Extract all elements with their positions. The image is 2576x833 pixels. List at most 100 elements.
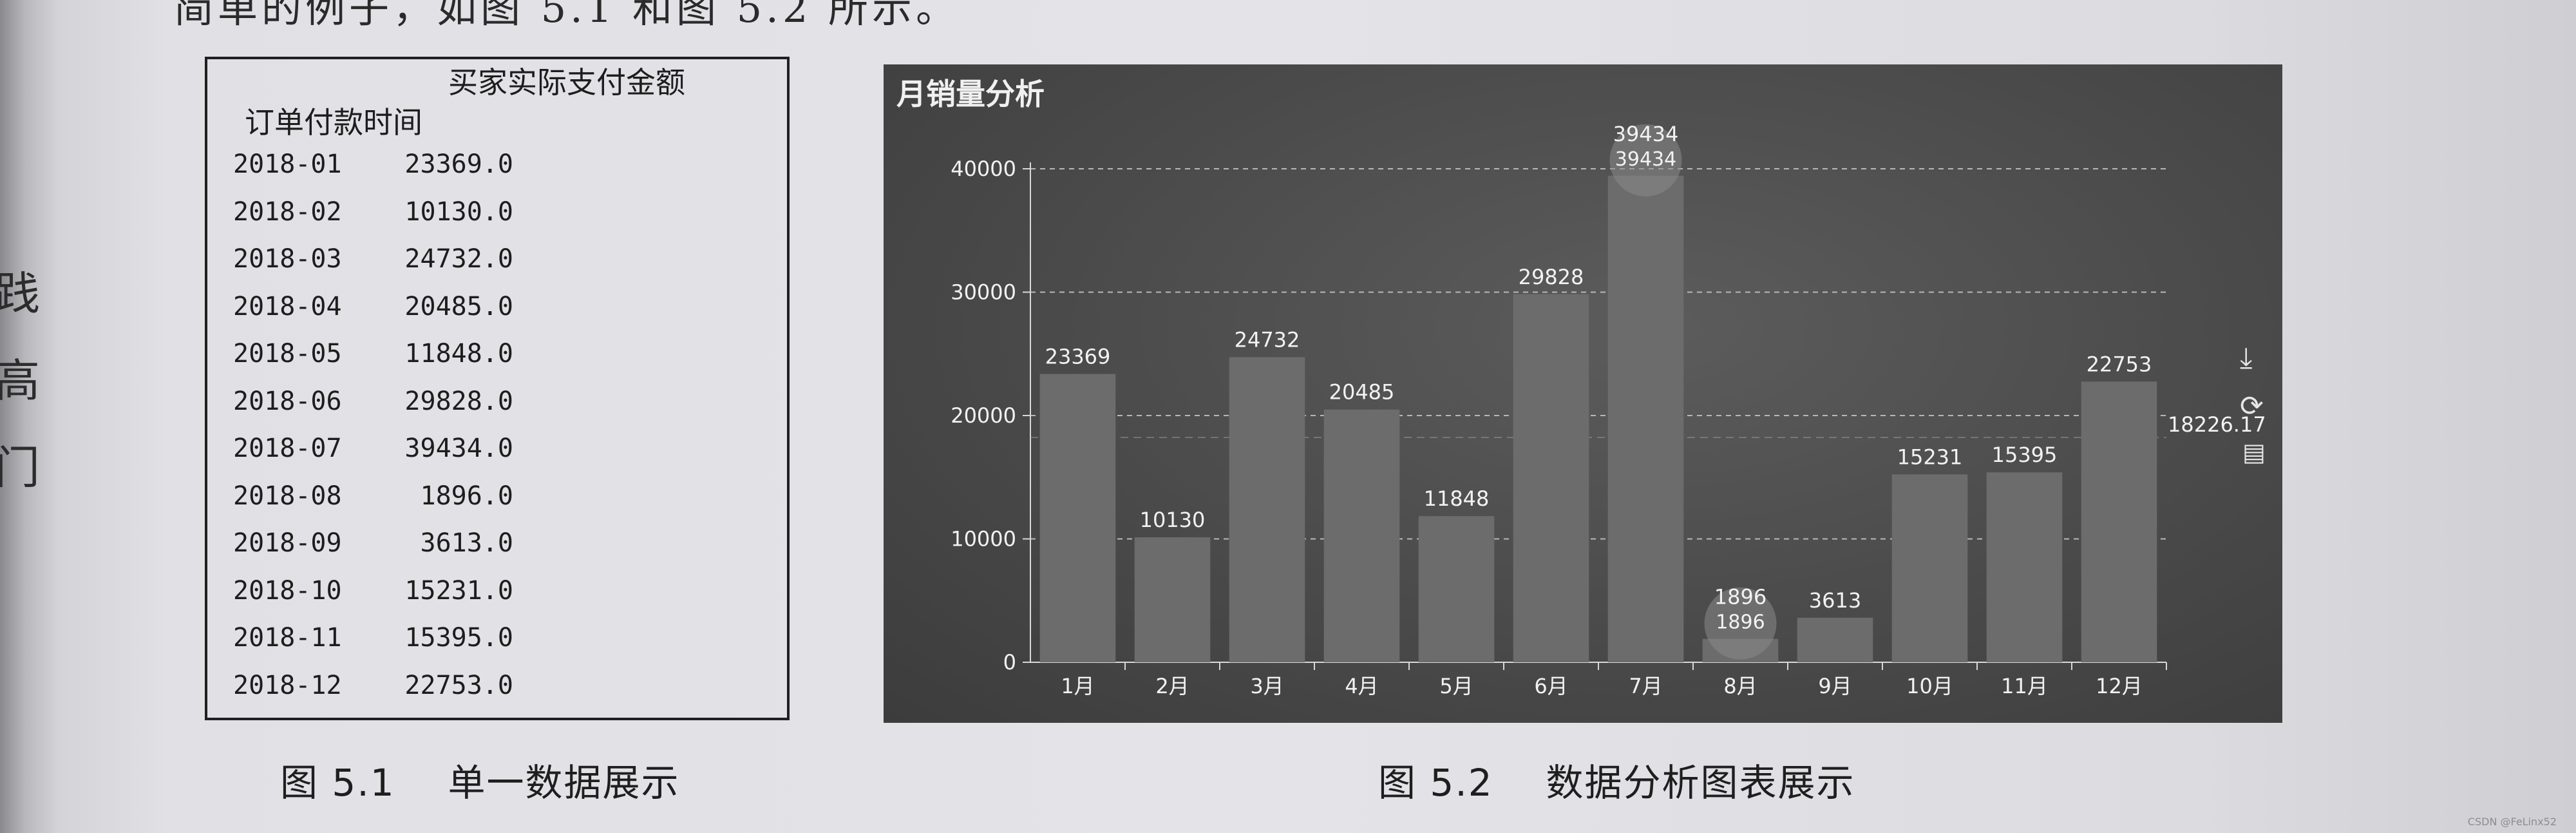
data-label: 10130 [1140, 508, 1206, 532]
table-value-cell: 29828.0 [404, 386, 513, 416]
table-date-cell: 2018-02 [233, 196, 342, 227]
table-value-cell: 23369.0 [404, 149, 513, 179]
x-tick-label: 11月 [2001, 674, 2048, 698]
bar [1418, 516, 1495, 662]
bar-chart-panel: 月销量分析 0 10000 20000 30000 40000 1月 23369 2月 1013… [884, 64, 2282, 723]
table-date-cell: 2018-07 [233, 434, 342, 463]
table-row: 2018-01 23369.0 [233, 149, 513, 179]
data-view-icon[interactable]: ▤ [2242, 438, 2266, 466]
table-value-cell: 3613.0 [420, 528, 514, 558]
figure-5-2-caption: 图 5.2 数据分析图表展示 [1378, 752, 1855, 807]
bar-chart-svg: 0 10000 20000 30000 40000 1月 23369 2月 10130 3月 247… [951, 122, 2167, 698]
table-column-header: 买家实际支付金额 [448, 65, 685, 100]
table-row: 2018-09 3613.0 [233, 528, 513, 558]
margin-char-2: 高 [0, 354, 40, 407]
table-row: 2018-03 24732.0 [233, 244, 513, 274]
table-date-cell: 2018-08 [233, 481, 342, 511]
table-date-cell: 2018-06 [233, 386, 342, 416]
table-row: 2018-02 10130.0 [233, 197, 513, 227]
bar [1986, 472, 2063, 662]
table-row: 2018-04 20485.0 [233, 292, 513, 321]
table-date-cell: 2018-05 [233, 339, 342, 369]
table-row: 2018-08 1896.0 [233, 481, 513, 511]
table-value-cell: 39434.0 [404, 434, 513, 463]
data-label: 24732 [1235, 327, 1300, 352]
figure-5-2-text: 数据分析图表展示 [1546, 761, 1855, 805]
x-tick-label: 10月 [1906, 674, 1953, 698]
figure-5-1-caption: 图 5.1 单一数据展示 [280, 752, 679, 807]
figure-5-2-number: 图 5.2 [1378, 761, 1493, 805]
table-value-cell: 10130.0 [404, 196, 513, 227]
x-tick-label: 8月 [1723, 674, 1757, 698]
data-label: 11848 [1424, 486, 1490, 511]
data-label: 22753 [2087, 352, 2152, 376]
table-date-cell: 2018-04 [233, 291, 342, 321]
bar [1323, 409, 1400, 662]
y-tick-label: 10000 [951, 527, 1016, 551]
table-date-cell: 2018-12 [233, 670, 342, 700]
y-tick-label: 40000 [951, 157, 1016, 181]
table-date-cell: 2018-11 [233, 623, 342, 653]
table-row: 2018-06 29828.0 [233, 387, 513, 416]
x-tick-label: 5月 [1439, 674, 1473, 698]
table-index-header: 订单付款时间 [245, 105, 422, 140]
table-row: 2018-11 15395.0 [233, 623, 513, 653]
bar [1229, 357, 1305, 662]
x-tick-label: 6月 [1534, 674, 1567, 698]
bar [2081, 381, 2157, 662]
data-label: 23369 [1045, 344, 1111, 369]
table-value-cell: 15395.0 [404, 623, 513, 653]
bar [1797, 617, 1873, 662]
x-tick-label: 3月 [1250, 674, 1283, 698]
bar [1039, 374, 1116, 662]
x-tick-label: 1月 [1061, 674, 1094, 698]
data-table: 买家实际支付金额 订单付款时间 2018-01 23369.0 2018-02 101… [205, 57, 790, 720]
x-tick-label: 4月 [1345, 674, 1378, 698]
mark-point-pin [1609, 124, 1682, 196]
y-tick-label: 20000 [951, 403, 1016, 428]
table-row: 2018-05 11848.0 [233, 339, 513, 369]
mark-point-pin [1704, 587, 1777, 660]
x-tick-label: 7月 [1629, 674, 1662, 698]
table-value-cell: 15231.0 [404, 575, 513, 606]
y-tick-label: 30000 [951, 280, 1016, 305]
top-paragraph-text: 简单的例子，如图 5.1 和图 5.2 所示。 [174, 0, 960, 32]
table-value-cell: 20485.0 [404, 291, 513, 321]
table-date-cell: 2018-03 [233, 244, 342, 274]
margin-char-3: 门 [0, 441, 40, 494]
data-label: 15231 [1897, 445, 1963, 469]
table-value-cell: 24732.0 [404, 244, 513, 274]
table-date-cell: 2018-10 [233, 575, 342, 606]
data-label: 20485 [1329, 380, 1395, 405]
table-row: 2018-07 39434.0 [233, 434, 513, 463]
refresh-icon[interactable]: ⟳ [2240, 390, 2264, 423]
bar [1607, 175, 1684, 663]
bar [1891, 474, 1968, 662]
bar [1513, 294, 1589, 662]
table-value-cell: 11848.0 [404, 339, 513, 369]
table-value-cell: 1896.0 [420, 481, 514, 511]
table-row: 2018-10 15231.0 [233, 576, 513, 606]
watermark-text: CSDN @FeLinx52 [2467, 816, 2557, 828]
download-icon[interactable]: ⤓ [2240, 341, 2253, 374]
x-tick-label: 9月 [1818, 674, 1852, 698]
chart-title: 月销量分析 [896, 77, 1045, 111]
data-label: 39434 [1613, 122, 1679, 146]
figure-5-1-text: 单一数据展示 [448, 761, 680, 805]
table-date-cell: 2018-01 [233, 149, 342, 179]
average-line-label: 18226.17 [2168, 412, 2266, 437]
table-row: 2018-12 22753.0 [233, 671, 513, 700]
x-tick-label: 2月 [1155, 674, 1189, 698]
mark-point-label: 39434 [1615, 148, 1676, 171]
figure-5-1-number: 图 5.1 [280, 761, 395, 805]
x-tick-label: 12月 [2096, 674, 2143, 698]
y-tick-label: 0 [1003, 650, 1016, 675]
table-date-cell: 2018-09 [233, 528, 342, 558]
bar [1134, 537, 1211, 662]
data-label: 1896 [1714, 585, 1766, 609]
table-value-cell: 22753.0 [404, 670, 513, 700]
data-label: 3613 [1809, 588, 1861, 613]
margin-char-1: 践 [0, 267, 40, 320]
data-label: 15395 [1992, 443, 2058, 467]
mark-point-label: 1896 [1716, 611, 1765, 634]
